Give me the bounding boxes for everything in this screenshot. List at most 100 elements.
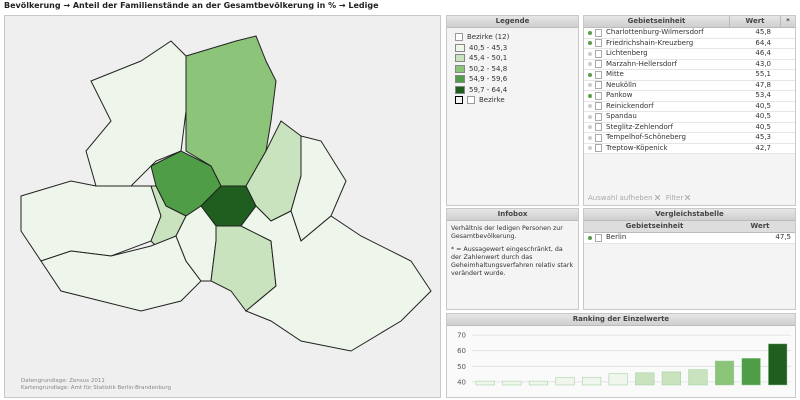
filter-button[interactable]: Filter xyxy=(666,194,691,202)
table-row[interactable]: Mitte 55,1 xyxy=(584,70,795,81)
y-tick-label: 50 xyxy=(457,363,466,371)
checkbox[interactable] xyxy=(467,96,475,105)
bar xyxy=(635,372,655,386)
legend-layer[interactable]: Bezirke (12) xyxy=(447,32,578,43)
page-title: Bevölkerung → Anteil der Familienstände … xyxy=(4,1,379,10)
legend-label: Bezirke xyxy=(479,96,505,104)
doc-icon xyxy=(595,133,602,142)
cell: Reinickendorf xyxy=(606,101,654,110)
legend-swatch xyxy=(455,85,465,94)
table-body: Charlottenburg-Wilmersdorf 45,8 Friedrichs… xyxy=(584,28,795,154)
y-tick-label: 40 xyxy=(457,378,466,386)
status-dot xyxy=(588,72,592,77)
cell: 64,4 xyxy=(755,38,771,47)
doc-icon xyxy=(595,70,602,79)
status-dot xyxy=(588,125,592,130)
column-header: Gebietseinheit xyxy=(625,222,684,230)
status-dot xyxy=(588,114,592,119)
table-row[interactable]: Spandau 40,5 xyxy=(584,112,795,123)
district[interactable] xyxy=(85,40,187,187)
infobox-text: Verhältnis der ledigen Personen zur Gesa… xyxy=(447,221,578,282)
table-panel: Gebietseinheit Wert * Charlottenburg-Wil… xyxy=(583,15,796,206)
column-header: Wert xyxy=(750,222,770,230)
map-panel: Datengrundlage: Zensus 2011 Kartengrundl… xyxy=(4,15,441,398)
close-icon xyxy=(654,194,661,201)
comparison-row[interactable]: Berlin 47,5 xyxy=(584,233,795,244)
legend-item[interactable]: Bezirke xyxy=(447,95,578,106)
cell: 43,0 xyxy=(755,59,771,68)
infobox-paragraph: Verhältnis der ledigen Personen zur Gesa… xyxy=(451,225,563,240)
cell: Charlottenburg-Wilmersdorf xyxy=(606,28,704,36)
cell: 55,1 xyxy=(755,70,771,78)
cell: 45,3 xyxy=(755,133,771,141)
footnote: Kartengrundlage: Amt für Statistik Berli… xyxy=(21,385,171,391)
cell: Friedrichshain-Kreuzberg xyxy=(606,38,694,47)
cell: 53,4 xyxy=(755,91,771,99)
legend-label: 54,9 - 59,6 xyxy=(469,75,508,83)
district[interactable] xyxy=(240,205,432,352)
table-row[interactable]: Pankow 53,4 xyxy=(584,91,795,102)
legend-item[interactable]: 59,7 - 64,4 xyxy=(447,85,578,96)
district[interactable] xyxy=(40,235,202,312)
status-dot xyxy=(588,62,592,67)
map: Datengrundlage: Zensus 2011 Kartengrundl… xyxy=(20,35,432,391)
status-dot xyxy=(588,30,592,35)
cell: 40,5 xyxy=(755,122,771,131)
bar xyxy=(688,369,708,386)
legend-item[interactable]: 50,2 - 54,8 xyxy=(447,64,578,75)
doc-icon xyxy=(595,112,602,121)
table-row[interactable]: Tempelhof-Schöneberg 45,3 xyxy=(584,133,795,144)
cell: 45,8 xyxy=(755,28,771,36)
cell: 47,5 xyxy=(775,233,791,241)
legend-swatch xyxy=(455,96,463,105)
bar xyxy=(661,371,681,386)
legend-item[interactable]: 54,9 - 59,6 xyxy=(447,74,578,85)
status-dot xyxy=(588,104,592,109)
table-row[interactable]: Charlottenburg-Wilmersdorf 45,8 xyxy=(584,28,795,39)
legend-header: Legende xyxy=(447,16,578,28)
checkbox[interactable] xyxy=(455,33,463,42)
bar xyxy=(768,343,788,386)
cell: Mitte xyxy=(606,70,624,78)
table-row[interactable]: Treptow-Köpenick 42,7 xyxy=(584,143,795,154)
bar xyxy=(741,358,761,386)
column-header[interactable]: * xyxy=(780,16,795,27)
table-row[interactable]: Lichtenberg 46,4 xyxy=(584,49,795,60)
legend-item[interactable]: 45,4 - 50,1 xyxy=(447,53,578,64)
cell: Marzahn-Hellersdorf xyxy=(606,59,677,68)
legend-item[interactable]: 40,5 - 45,3 xyxy=(447,43,578,54)
table-row[interactable]: Friedrichshain-Kreuzberg 64,4 xyxy=(584,38,795,49)
table-row[interactable]: Neukölln 47,8 xyxy=(584,80,795,91)
button-label: Filter xyxy=(665,194,684,202)
column-header[interactable]: Wert xyxy=(729,16,780,27)
doc-icon xyxy=(595,81,602,90)
table-row[interactable]: Reinickendorf 40,5 xyxy=(584,101,795,112)
cell: Tempelhof-Schöneberg xyxy=(606,133,686,141)
comparison-columns: Gebietseinheit Wert xyxy=(584,221,795,233)
table-row[interactable]: Steglitz-Zehlendorf 40,5 xyxy=(584,122,795,133)
ranking-chart: 40 50 60 70 xyxy=(447,326,795,397)
cell: Neukölln xyxy=(606,80,637,89)
status-dot xyxy=(588,83,592,88)
legend-layer-label: Bezirke (12) xyxy=(467,33,510,41)
column-header[interactable]: Gebietseinheit xyxy=(627,17,686,25)
bar xyxy=(582,376,602,386)
legend-swatch xyxy=(455,75,465,84)
ranking-panel: Ranking der Einzelwerte 40 50 60 70 xyxy=(446,313,796,398)
bar xyxy=(502,380,522,386)
footnote: Datengrundlage: Zensus 2011 xyxy=(21,378,105,384)
doc-icon xyxy=(595,39,602,48)
status-dot xyxy=(588,51,592,56)
legend-swatch xyxy=(455,64,465,73)
bar xyxy=(528,380,549,386)
table-row[interactable]: Marzahn-Hellersdorf 43,0 xyxy=(584,59,795,70)
bar xyxy=(714,360,735,386)
legend-swatch xyxy=(455,54,465,63)
clear-selection-button[interactable]: Auswahl aufheben xyxy=(588,194,661,202)
cell: Lichtenberg xyxy=(606,49,648,57)
cell: Spandau xyxy=(606,112,637,120)
table-header: Gebietseinheit Wert * xyxy=(584,16,795,28)
doc-icon xyxy=(595,91,602,100)
cell: 40,5 xyxy=(755,112,771,120)
